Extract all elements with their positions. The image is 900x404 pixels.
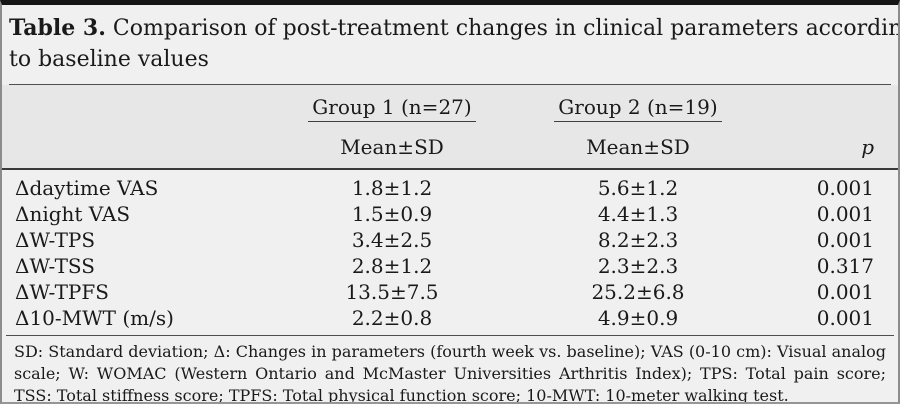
p-value-cell: 0.001 [816,228,874,252]
group1-header: Group 1 (n=27) [308,94,476,122]
p-value-cell: 0.001 [816,176,874,200]
group2-value-cell: 8.2±2.3 [597,228,679,252]
table-row: Δdaytime VAS 1.8±1.2 5.6±1.2 0.001 [2,169,898,201]
clinical-table: Group 1 (n=27) Group 2 (n=19) Mean±SD Me… [2,85,898,335]
group2-meansd-header: Mean±SD [512,132,764,170]
group1-header-cell: Group 1 (n=27) [272,85,512,132]
param-cell: ΔW-TSS [15,254,95,278]
group-header-row: Group 1 (n=27) Group 2 (n=19) [2,85,898,132]
group1-value-cell: 2.2±0.8 [351,306,433,330]
table-row: ΔW-TPFS 13.5±7.5 25.2±6.8 0.001 [2,279,898,305]
group2-header: Group 2 (n=19) [554,94,722,122]
param-cell: Δ10-MWT (m/s) [15,306,174,330]
table-body: Δdaytime VAS 1.8±1.2 5.6±1.2 0.001 Δnigh… [2,169,898,335]
table-caption: Table 3. Comparison of post-treatment ch… [9,5,898,85]
param-cell: ΔW-TPS [15,228,96,252]
empty-header-cell [2,85,272,132]
caption-line-1: Table 3. Comparison of post-treatment ch… [9,13,898,44]
empty-subheader-cell [2,132,272,170]
footnote: SD: Standard deviation; Δ: Changes in pa… [6,335,894,402]
table-header: Group 1 (n=27) Group 2 (n=19) Mean±SD Me… [2,85,898,170]
p-value-cell: 0.317 [816,254,874,278]
group1-value-cell: 1.8±1.2 [351,176,433,200]
caption-title-text: Comparison of post-treatment changes in … [112,16,900,41]
group1-value-cell: 2.8±1.2 [351,254,433,278]
group1-meansd-header: Mean±SD [272,132,512,170]
param-cell: Δdaytime VAS [15,176,159,200]
table-row: ΔW-TSS 2.8±1.2 2.3±2.3 0.317 [2,253,898,279]
group1-value-cell: 1.5±0.9 [351,202,433,226]
param-cell: ΔW-TPFS [15,280,109,304]
group2-value-cell: 4.9±0.9 [597,306,679,330]
caption-label: Table 3. [9,15,106,41]
group1-value-cell: 13.5±7.5 [345,280,439,304]
group2-value-cell: 2.3±2.3 [597,254,679,278]
p-value-cell: 0.001 [816,280,874,304]
group1-value-cell: 3.4±2.5 [351,228,433,252]
subheader-row: Mean±SD Mean±SD p [2,132,898,170]
p-value-cell: 0.001 [816,306,874,330]
p-value-cell: 0.001 [816,202,874,226]
caption-line-2: to baseline values [9,47,209,72]
table-row: Δnight VAS 1.5±0.9 4.4±1.3 0.001 [2,201,898,227]
table-row: Δ10-MWT (m/s) 2.2±0.8 4.9±0.9 0.001 [2,305,898,335]
param-cell: Δnight VAS [15,202,131,226]
group2-value-cell: 5.6±1.2 [597,176,679,200]
empty-header-cell [764,85,898,132]
p-header: p [764,132,898,170]
table-row: ΔW-TPS 3.4±2.5 8.2±2.3 0.001 [2,227,898,253]
group2-header-cell: Group 2 (n=19) [512,85,764,132]
group2-value-cell: 25.2±6.8 [591,280,685,304]
group2-value-cell: 4.4±1.3 [597,202,679,226]
